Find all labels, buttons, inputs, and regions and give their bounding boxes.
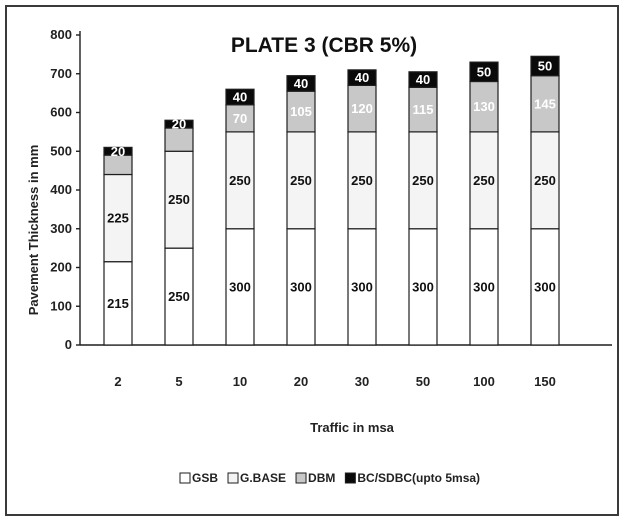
data-label: 50 xyxy=(538,59,552,74)
data-label: 250 xyxy=(412,173,434,188)
bar-segment xyxy=(286,75,316,92)
data-label: 20 xyxy=(111,144,125,159)
data-label: 40 xyxy=(233,90,247,105)
y-tick-label: 300 xyxy=(50,221,72,236)
data-label: 300 xyxy=(290,279,312,294)
bar-segment xyxy=(530,55,560,77)
data-label: 300 xyxy=(412,279,434,294)
bar-segment xyxy=(408,71,438,88)
data-label: 40 xyxy=(294,76,308,91)
legend-entry: BC/SDBC(upto 5msa) xyxy=(357,471,480,485)
data-label: 250 xyxy=(168,192,190,207)
legend-entry: DBM xyxy=(308,471,335,485)
bar-segment xyxy=(164,247,194,346)
data-label: 70 xyxy=(233,111,247,126)
data-label: 300 xyxy=(534,279,556,294)
data-label: 250 xyxy=(473,173,495,188)
data-label: 130 xyxy=(473,99,495,114)
bar-segment xyxy=(164,119,194,129)
data-label: 300 xyxy=(229,279,251,294)
x-tick-label: 50 xyxy=(416,374,430,389)
x-tick-label: 10 xyxy=(233,374,247,389)
y-tick-label: 600 xyxy=(50,105,72,120)
data-label: 250 xyxy=(351,173,373,188)
legend-swatch xyxy=(344,472,356,484)
bar-segment xyxy=(530,228,560,346)
legend-swatch xyxy=(227,472,239,484)
bar-segment xyxy=(408,86,438,133)
bar-segment xyxy=(225,131,255,230)
bar-segment xyxy=(164,150,194,249)
data-label: 115 xyxy=(413,102,434,117)
plot-area: 0 100 200 300 400 500 600 700 800 2 215 225 20 5 250 25… xyxy=(50,27,612,389)
y-axis-title: Pavement Thickness in mm xyxy=(26,145,41,316)
bar-segment xyxy=(408,228,438,346)
data-label: 20 xyxy=(172,117,186,132)
x-tick-label: 2 xyxy=(114,374,121,389)
data-label: 300 xyxy=(473,279,495,294)
chart-title: PLATE 3 (CBR 5%) xyxy=(231,34,417,57)
data-label: 250 xyxy=(168,289,190,304)
data-label: 215 xyxy=(107,296,129,311)
bar-segment xyxy=(469,131,499,230)
x-tick-label: 150 xyxy=(534,374,556,389)
bar-segment xyxy=(347,228,377,346)
data-label: 50 xyxy=(477,64,491,79)
data-label: 300 xyxy=(351,279,373,294)
data-label: 120 xyxy=(351,101,373,116)
bar-segment xyxy=(408,131,438,230)
data-label: 250 xyxy=(229,173,251,188)
data-label: 145 xyxy=(534,96,556,111)
bar-segment xyxy=(469,61,499,83)
data-label: 40 xyxy=(355,70,369,85)
x-tick-label: 5 xyxy=(175,374,182,389)
legend-swatch xyxy=(295,472,307,484)
bar-segment xyxy=(103,173,133,263)
bar-segment xyxy=(347,69,377,86)
y-tick-label: 700 xyxy=(50,66,72,81)
x-tick-label: 100 xyxy=(473,374,495,389)
bar-segment xyxy=(103,261,133,346)
y-tick-label: 0 xyxy=(65,337,72,352)
legend-entry: G.BASE xyxy=(240,471,286,485)
x-tick-label: 30 xyxy=(355,374,369,389)
y-tick-label: 200 xyxy=(50,260,72,275)
data-label: 250 xyxy=(534,173,556,188)
y-tick-label: 800 xyxy=(50,27,72,42)
x-tick-label: 20 xyxy=(294,374,308,389)
y-tick-label: 500 xyxy=(50,143,72,158)
bar-segment xyxy=(469,80,499,133)
data-label: 40 xyxy=(416,72,430,87)
bar-segment xyxy=(347,131,377,230)
legend-entry: GSB xyxy=(192,471,218,485)
y-tick-label: 400 xyxy=(50,182,72,197)
legend: GSB G.BASE DBM BC/SDBC(upto 5msa) xyxy=(179,471,480,485)
data-label: 225 xyxy=(107,211,129,226)
legend-swatch xyxy=(179,472,191,484)
bar-segment xyxy=(225,88,255,106)
data-label: 105 xyxy=(290,104,312,119)
bar-segment xyxy=(225,104,255,133)
bar-segment xyxy=(103,146,133,156)
x-axis-title: Traffic in msa xyxy=(310,420,395,435)
bar-segment xyxy=(225,228,255,346)
y-tick-label: 100 xyxy=(50,298,72,313)
data-label: 250 xyxy=(290,173,312,188)
